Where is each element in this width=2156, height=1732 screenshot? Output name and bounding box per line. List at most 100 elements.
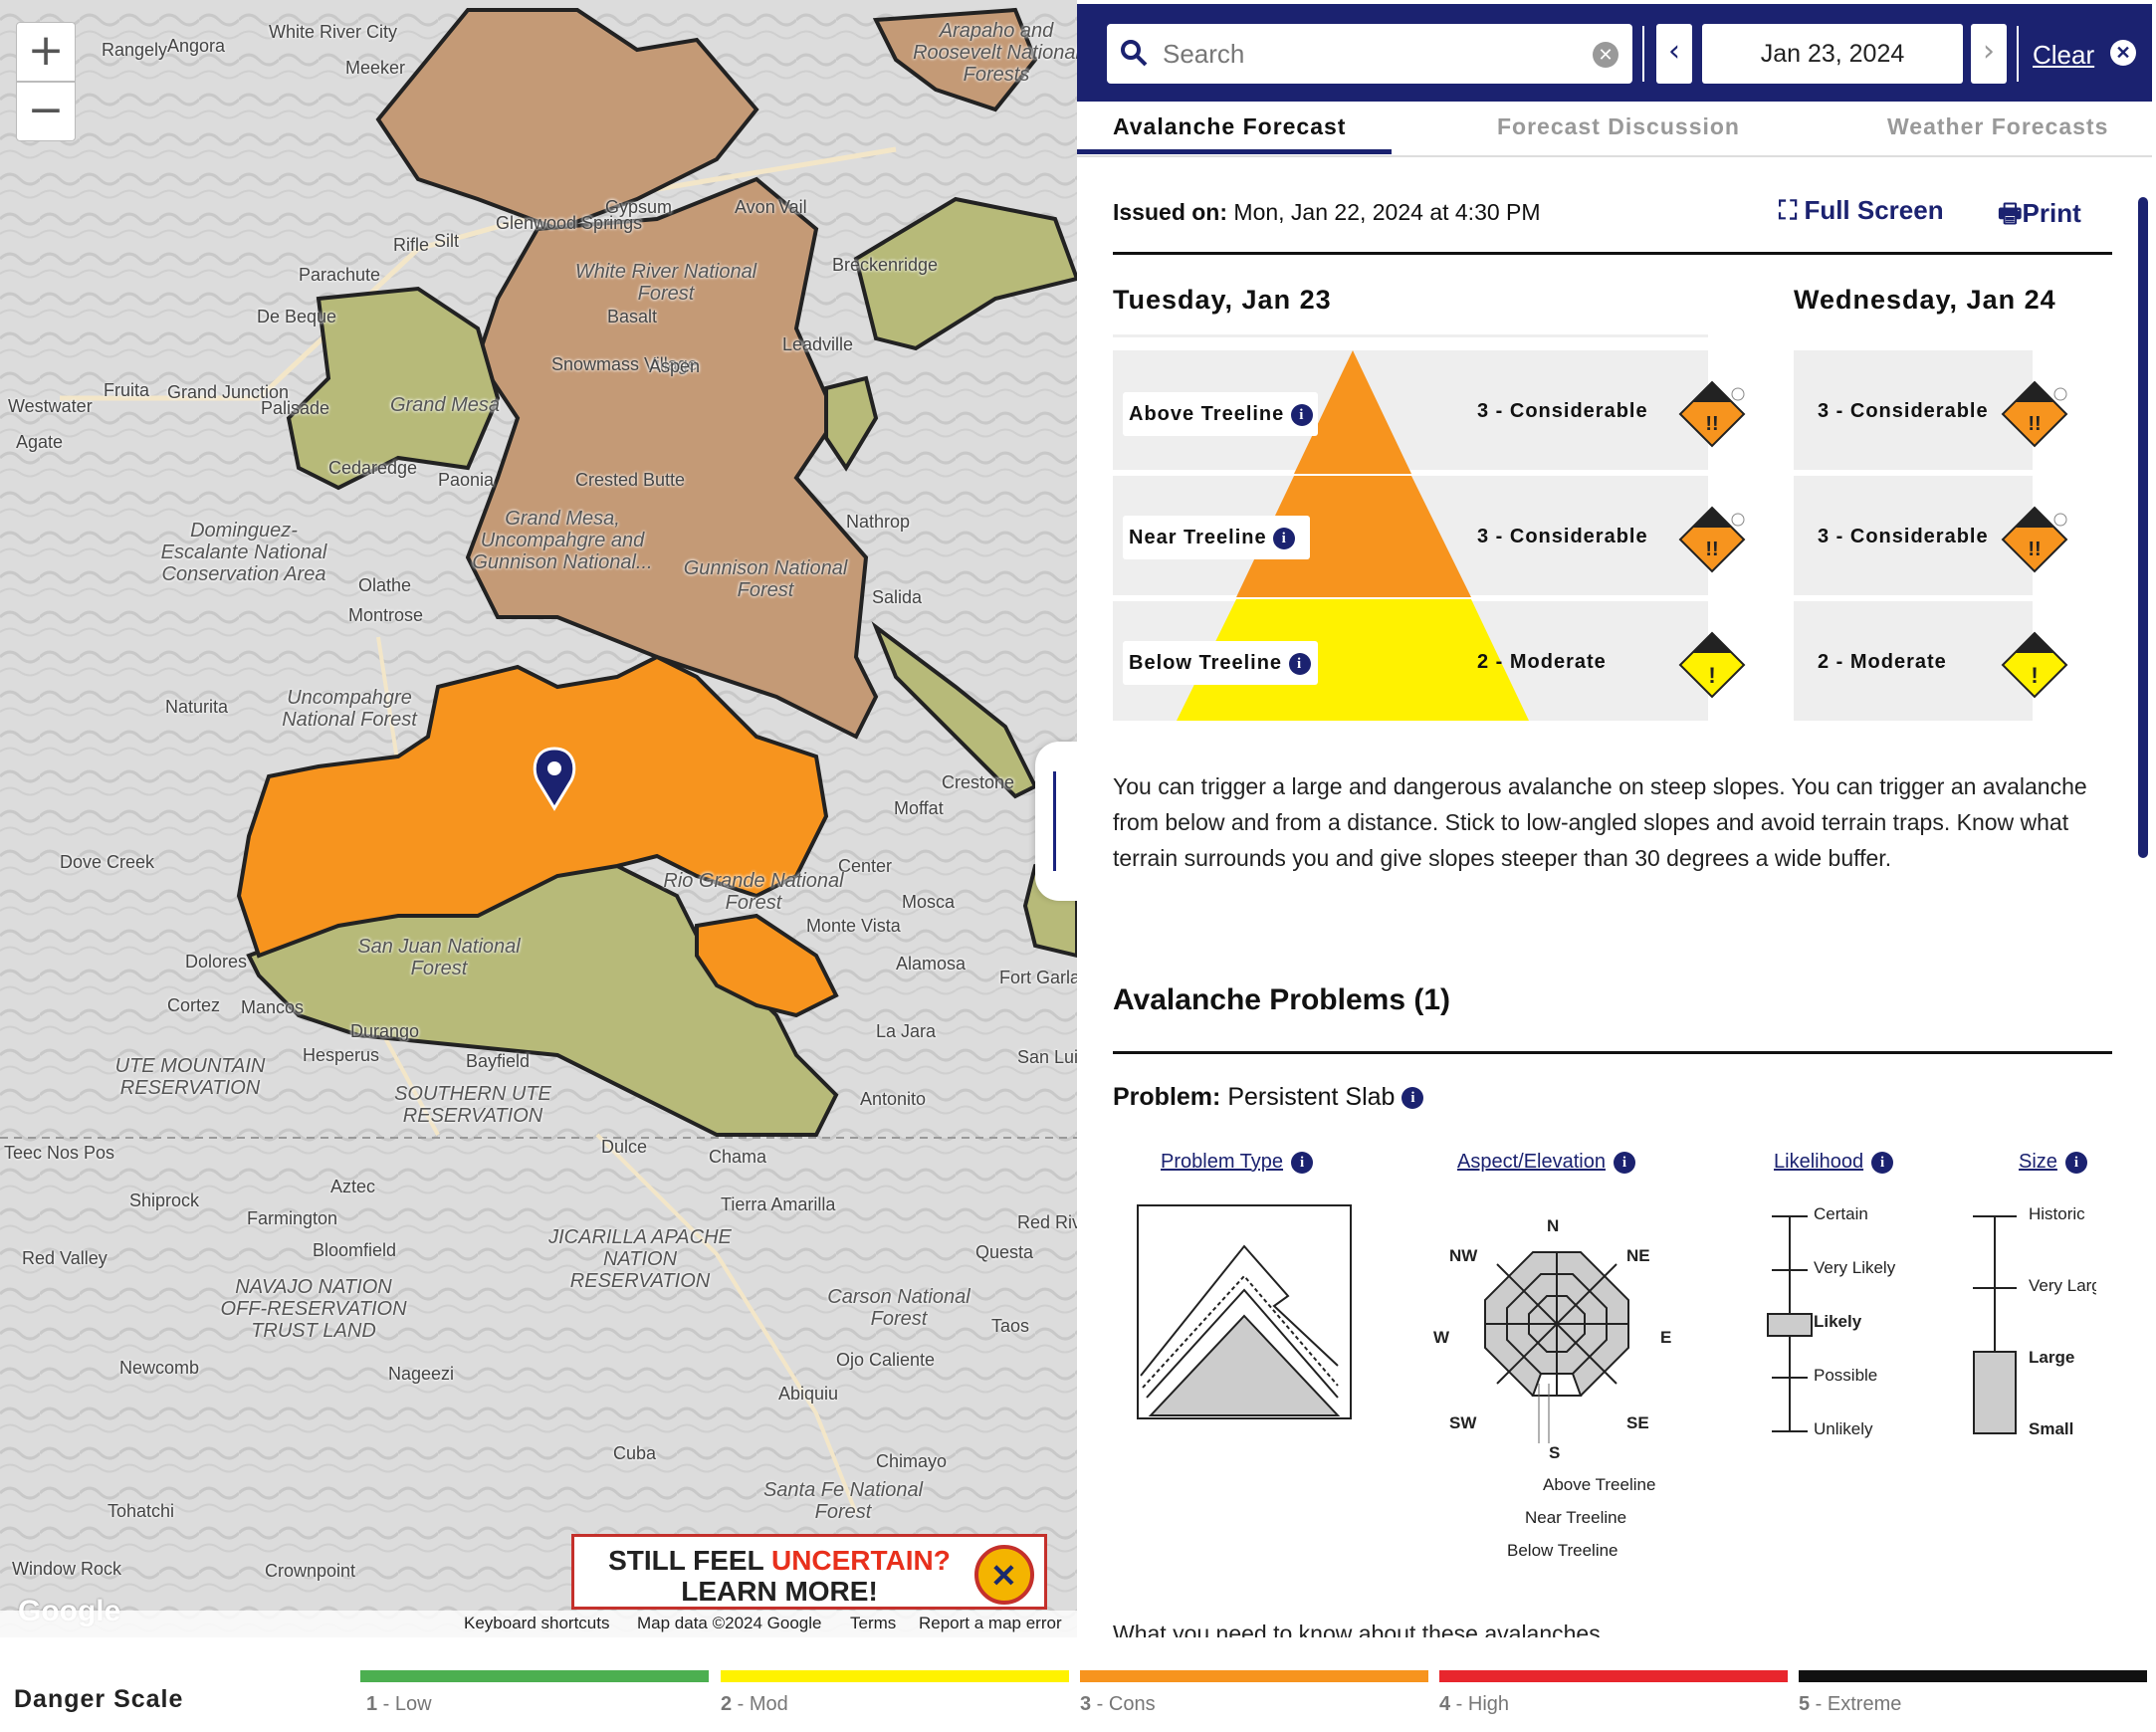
- map-place-label: Breckenridge: [832, 255, 939, 275]
- issued-label: Issued on:: [1113, 199, 1228, 225]
- tabs: Avalanche Forecast Forecast Discussion W…: [1077, 102, 2152, 157]
- map-place-label: Paonia: [438, 470, 495, 490]
- danger-level-number: 2: [721, 1693, 733, 1715]
- map-place-label: Salida: [872, 587, 923, 607]
- zoom-in-button[interactable]: +: [16, 22, 76, 82]
- next-date-button[interactable]: ›: [1971, 24, 2007, 84]
- forest-area-green[interactable]: [286, 286, 501, 491]
- moderate-danger-icon: !: [1678, 631, 1746, 699]
- tab-avalanche-forecast[interactable]: Avalanche Forecast: [1113, 113, 1347, 139]
- active-tab-indicator: [1077, 149, 1392, 154]
- map-place-label: Tohatchi: [108, 1501, 175, 1521]
- clear-x-icon[interactable]: ✕: [2110, 40, 2136, 66]
- aspect-elevation-label[interactable]: Aspect/Elevation: [1457, 1151, 1606, 1173]
- map-canvas[interactable]: [0, 0, 1077, 1637]
- forest-area-brown[interactable]: [375, 8, 759, 232]
- elevation-label: Above Treeline: [1129, 403, 1285, 425]
- forest-area-brown[interactable]: [465, 176, 879, 740]
- terms-link[interactable]: Terms: [850, 1614, 897, 1632]
- problem-type-header[interactable]: Problem Type i: [1161, 1151, 1314, 1174]
- danger-scale-title: Danger Scale: [14, 1685, 184, 1713]
- elevation-label: Near Treeline: [1129, 527, 1267, 548]
- tab-forecast-discussion[interactable]: Forecast Discussion: [1497, 113, 1740, 139]
- map[interactable]: White River City Rangely Angora Meeker Gypsu…: [0, 0, 1077, 1637]
- forest-area-green[interactable]: [824, 375, 879, 472]
- info-icon[interactable]: i: [1401, 1087, 1424, 1110]
- issued-value: Mon, Jan 22, 2024 at 4:30 PM: [1227, 199, 1541, 225]
- map-place-label: Glenwood Springs: [496, 213, 643, 233]
- map-area-label: SOUTHERN UTE RESERVATION: [394, 1083, 551, 1127]
- promo-text-uncertain: UNCERTAIN?: [770, 1545, 951, 1576]
- promo-text-1: STILL FEEL: [608, 1545, 771, 1576]
- forest-area-brown[interactable]: [872, 7, 1038, 112]
- danger-level-name: - Mod: [732, 1693, 788, 1715]
- aspect-elevation-header[interactable]: Aspect/Elevation i: [1457, 1151, 1635, 1174]
- map-place-label: Center: [838, 856, 893, 876]
- rating-label: 3 - Considerable: [1477, 526, 1648, 547]
- size-label[interactable]: Size: [2019, 1151, 2057, 1173]
- info-icon[interactable]: i: [1291, 1151, 1314, 1174]
- panel-toggle-handle[interactable]: [1035, 742, 1077, 901]
- search-box[interactable]: ✕: [1107, 24, 1632, 84]
- full-screen-button[interactable]: ⛶ Full Screen: [1779, 195, 1944, 227]
- map-place-label: Red River: [1017, 1212, 1077, 1232]
- full-screen-label: Full Screen: [1804, 195, 1944, 225]
- aspect-w: W: [1433, 1328, 1450, 1347]
- prev-date-button[interactable]: ‹: [1656, 24, 1692, 84]
- promo-banner[interactable]: STILL FEEL UNCERTAIN? LEARN MORE! ✕: [571, 1534, 1047, 1610]
- map-area-label: San Juan National Forest: [357, 936, 521, 979]
- aspect-se: SE: [1626, 1413, 1649, 1432]
- considerable-danger-icon: !!: [2001, 380, 2068, 448]
- likelihood-header[interactable]: Likelihood i: [1774, 1151, 1894, 1174]
- zoom-out-button[interactable]: −: [16, 82, 76, 141]
- map-place-label: Crested Butte: [575, 470, 686, 490]
- info-icon[interactable]: i: [1613, 1151, 1635, 1174]
- search-clear-icon[interactable]: ✕: [1593, 42, 1618, 68]
- rating-label: 3 - Considerable: [1818, 526, 1989, 547]
- map-place-label: Montrose: [348, 605, 424, 625]
- map-area-label: Carson National Forest: [827, 1286, 970, 1330]
- map-place-label: San Luis: [1017, 1047, 1077, 1067]
- tab-weather-forecasts[interactable]: Weather Forecasts: [1887, 113, 2109, 139]
- map-place-label: Meeker: [345, 58, 406, 78]
- problem-type-label[interactable]: Problem Type: [1161, 1151, 1284, 1173]
- danger-label-considerable: 3 - Cons: [1080, 1693, 1156, 1716]
- rating-label: 3 - Considerable: [1818, 400, 1989, 422]
- map-place-label: Avon: [735, 197, 775, 217]
- map-place-label: Parachute: [299, 265, 381, 285]
- info-icon[interactable]: i: [1288, 652, 1311, 675]
- report-map-error-link[interactable]: Report a map error: [919, 1614, 1062, 1632]
- info-icon[interactable]: i: [1290, 403, 1313, 426]
- considerable-danger-icon: !!: [2001, 506, 2068, 573]
- aspect-n: N: [1547, 1216, 1560, 1235]
- map-place-label: Vail: [778, 197, 807, 217]
- forest-area-green[interactable]: [871, 621, 1038, 799]
- considerable-danger-zone[interactable]: [236, 654, 829, 959]
- danger-row: [1794, 601, 2033, 721]
- rating-label: 3 - Considerable: [1477, 400, 1648, 422]
- likelihood-label[interactable]: Likelihood: [1774, 1151, 1864, 1173]
- info-icon[interactable]: i: [1273, 527, 1296, 549]
- map-area-label: UTE MOUNTAIN RESERVATION: [114, 1055, 266, 1099]
- search-input[interactable]: [1163, 34, 1561, 74]
- considerable-danger-zone[interactable]: [695, 913, 839, 1018]
- forest-area-green[interactable]: [853, 196, 1077, 351]
- elevation-below-treeline: Below Treeline i: [1123, 641, 1318, 685]
- keyboard-shortcuts-link[interactable]: Keyboard shortcuts: [464, 1614, 610, 1632]
- location-pin-icon[interactable]: [533, 747, 576, 811]
- persistent-slab-icon: [1137, 1204, 1352, 1419]
- map-place-label: Dove Creek: [60, 852, 155, 872]
- size-very-large: Very Large: [2029, 1276, 2096, 1295]
- danger-level-number: 3: [1080, 1693, 1092, 1715]
- clear-button[interactable]: Clear: [2033, 40, 2095, 70]
- info-icon[interactable]: i: [1871, 1151, 1894, 1174]
- problem-heading: Problem: Persistent Slab i: [1113, 1083, 1424, 1112]
- danger-label-moderate: 2 - Mod: [721, 1693, 788, 1716]
- date-picker[interactable]: Jan 23, 2024: [1702, 24, 1963, 84]
- print-button[interactable]: 🖶Print: [1998, 195, 2081, 239]
- size-header[interactable]: Size i: [2019, 1151, 2087, 1174]
- map-place-label: Tierra Amarilla: [721, 1194, 836, 1214]
- panel-scrollbar[interactable]: [2138, 197, 2148, 858]
- info-icon[interactable]: i: [2064, 1151, 2087, 1174]
